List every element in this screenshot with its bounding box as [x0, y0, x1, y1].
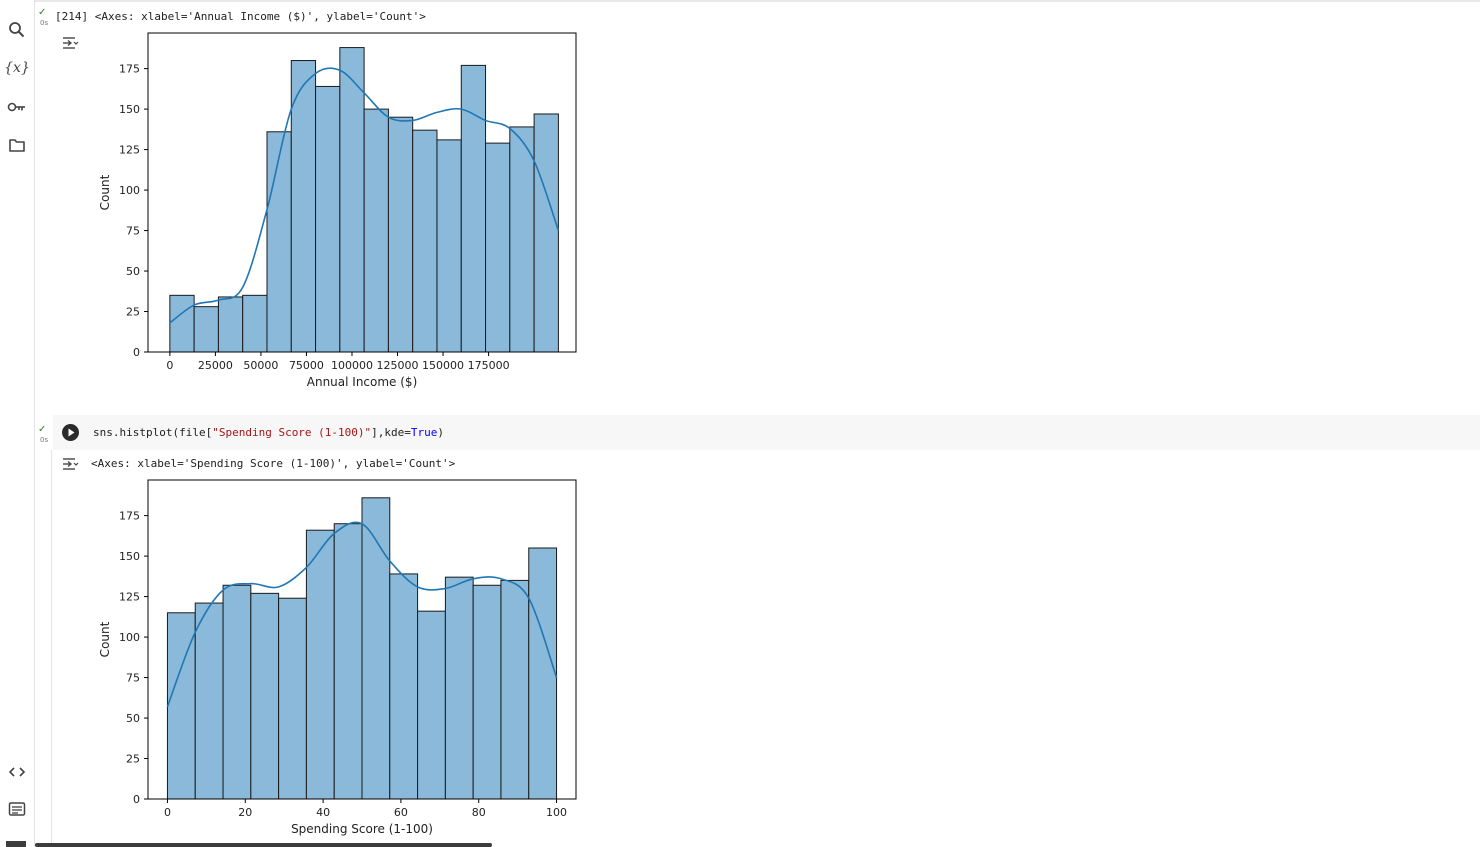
- y-tick-label: 75: [126, 225, 140, 238]
- histogram-bar: [436, 139, 462, 353]
- y-tick-label: 100: [119, 631, 140, 644]
- x-tick-label: 175000: [468, 359, 510, 372]
- y-axis-label: Count: [98, 174, 112, 210]
- x-tick-label: 40: [316, 806, 330, 819]
- code-suffix: ): [437, 426, 445, 439]
- y-tick-label: 50: [126, 265, 140, 278]
- plot-frame: [147, 479, 577, 800]
- histogram-bar: [361, 497, 391, 800]
- cell1-success-check-icon: ✓: [38, 7, 47, 18]
- x-tick-label: 75000: [289, 359, 324, 372]
- y-tick-label: 25: [126, 306, 140, 319]
- y-tick-label: 75: [126, 672, 140, 685]
- code-editor[interactable]: sns.histplot(file["Spending Score (1-100…: [93, 426, 444, 439]
- left-sidebar: {x}: [0, 0, 35, 847]
- y-tick-label: 25: [126, 753, 140, 766]
- histogram-bar: [389, 573, 419, 800]
- histogram-annual-income: 0 25 50 75 100 125 150 175 0 25000 50000 75000 10000…: [98, 32, 577, 389]
- x-tick-label: 0: [164, 806, 171, 819]
- histogram-bar: [250, 592, 280, 800]
- code-icon[interactable]: [6, 761, 28, 783]
- cell2-output-text: <Axes: xlabel='Spending Score (1-100)', …: [91, 457, 456, 470]
- histogram-bar: [509, 126, 535, 353]
- x-tick-label: 20: [238, 806, 252, 819]
- histogram-bar: [305, 529, 335, 800]
- x-tick-label: 60: [394, 806, 408, 819]
- output-actions-icon-2[interactable]: [61, 456, 79, 472]
- folder-icon[interactable]: [6, 134, 28, 156]
- cell2-exec-time: 0s: [40, 436, 49, 444]
- y-tick-label: 150: [119, 103, 140, 116]
- histogram-bar: [194, 602, 224, 800]
- y-tick-label: 0: [133, 346, 140, 359]
- cell1-exec-time: 0s: [40, 19, 49, 27]
- code-mid: ],kde=: [371, 426, 411, 439]
- y-tick-label: 125: [119, 144, 140, 157]
- y-tick-label: 175: [119, 510, 140, 523]
- x-axis-label: Spending Score (1-100): [291, 822, 433, 836]
- histogram-bar: [387, 116, 414, 353]
- code-cell[interactable]: [53, 415, 1480, 450]
- histogram-bar: [444, 576, 474, 800]
- histogram-bar: [339, 47, 365, 353]
- y-tick-label: 125: [119, 591, 140, 604]
- run-cell-button[interactable]: [62, 424, 79, 441]
- histogram-bar: [417, 610, 446, 800]
- histogram-bar: [278, 597, 307, 800]
- x-tick-label: 80: [472, 806, 486, 819]
- histogram-spending-score: 0 25 50 75 100 125 150 175 0 20 40 60 80 100 Spending …: [98, 479, 577, 836]
- x-tick-label: 50000: [243, 359, 278, 372]
- x-tick-label: 25000: [198, 359, 233, 372]
- x-axis-label: Annual Income ($): [307, 375, 418, 389]
- histogram-bar: [460, 64, 487, 353]
- kde-line: [169, 67, 560, 324]
- histogram-bar: [363, 108, 389, 353]
- histogram-bar: [533, 113, 559, 353]
- kde-line: [166, 521, 558, 707]
- histogram-bar: [169, 294, 195, 353]
- cell1-output-text: [214] <Axes: xlabel='Annual Income ($)',…: [55, 10, 426, 23]
- y-tick-label: 50: [126, 712, 140, 725]
- histogram-bar: [266, 131, 292, 353]
- sidebar-bottom-stub: [6, 841, 26, 847]
- code-string: "Spending Score (1-100)": [212, 426, 372, 439]
- histogram-bar: [242, 294, 268, 353]
- variables-icon[interactable]: {x}: [4, 57, 30, 79]
- terminal-icon[interactable]: [6, 798, 28, 820]
- histogram-bar: [290, 60, 317, 353]
- histogram-bar: [500, 579, 530, 800]
- play-icon: [68, 428, 75, 437]
- histogram-bar: [193, 306, 219, 353]
- y-tick-label: 150: [119, 550, 140, 563]
- x-tick-label: 100: [546, 806, 567, 819]
- output-actions-icon[interactable]: [61, 35, 79, 51]
- y-tick-label: 175: [119, 63, 140, 76]
- histogram-bar: [217, 296, 244, 353]
- histogram-bar: [528, 547, 558, 800]
- y-axis-label: Count: [98, 621, 112, 657]
- x-tick-label: 100000: [331, 359, 373, 372]
- plot-frame: [147, 32, 577, 353]
- x-tick-label: 0: [166, 359, 173, 372]
- search-icon[interactable]: [6, 19, 28, 41]
- cell-gutter-line: [51, 450, 52, 847]
- horizontal-scrollbar[interactable]: [35, 843, 492, 847]
- cell2-success-check-icon: ✓: [38, 424, 47, 435]
- code-prefix: sns.histplot(file[: [93, 426, 213, 439]
- histogram-bar: [315, 85, 341, 353]
- histogram-bar: [485, 142, 511, 353]
- variables-label: {x}: [4, 60, 30, 76]
- histogram-bar: [222, 584, 252, 800]
- histogram-bar: [333, 523, 363, 800]
- x-tick-label: 125000: [377, 359, 419, 372]
- x-tick-label: 150000: [422, 359, 464, 372]
- histogram-bar: [412, 129, 438, 353]
- histogram-bar: [472, 584, 502, 800]
- top-border: [0, 0, 1480, 2]
- y-tick-label: 100: [119, 184, 140, 197]
- code-keyword: True: [410, 426, 438, 439]
- y-tick-label: 0: [133, 793, 140, 806]
- key-icon[interactable]: [6, 96, 28, 118]
